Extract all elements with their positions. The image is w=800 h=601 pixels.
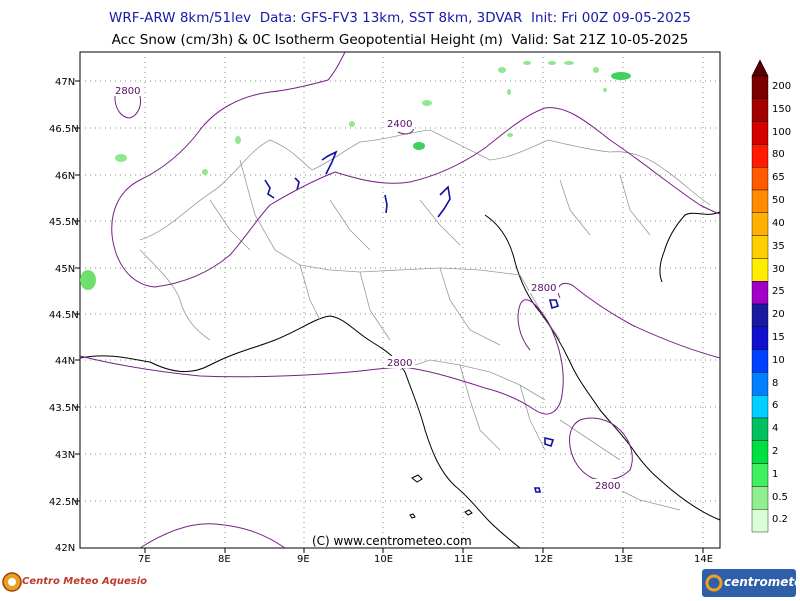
lon-label: 7E <box>138 554 151 565</box>
colorbar-box <box>751 258 769 282</box>
contour-label-2400: 2400 <box>387 119 412 130</box>
colorbar-box <box>751 326 769 350</box>
colorbar-box <box>751 189 769 213</box>
contour-labels: 2800 2400 2800 2800 2800 <box>113 84 623 492</box>
map-frame <box>79 51 721 549</box>
colorbar-box <box>751 121 769 145</box>
header-line-2: Acc Snow (cm/3h) & 0C Isotherm Geopotent… <box>111 32 689 48</box>
colorbar-label: 40 <box>772 218 785 229</box>
coastline <box>79 211 721 549</box>
colorbar-label: 80 <box>772 149 785 160</box>
longitude-labels: 7E 8E 9E 10E 11E 12E 13E 14E <box>138 554 713 565</box>
colorbar-box <box>751 166 769 191</box>
lat-label: 46.5N <box>49 124 79 135</box>
centrometeo-logo-mark <box>705 574 723 592</box>
colorbar-box <box>751 417 769 441</box>
admin-borders <box>139 129 711 511</box>
colorbar-box <box>751 75 769 99</box>
colorbar-label: 0.2 <box>772 514 788 525</box>
latitude-labels: 47N 46.5N 46N 45.5N 45N 44.5N 44N 43.5N … <box>49 77 79 554</box>
snow-patches <box>80 61 631 290</box>
colorbar-label: 15 <box>772 332 785 343</box>
centro-meteo-aquesio-logo <box>2 572 22 592</box>
lon-label: 9E <box>297 554 310 565</box>
colorbar-label: 4 <box>772 423 778 434</box>
logo-right-text: centrometeo <box>724 575 800 589</box>
colorbar-label: 50 <box>772 195 785 206</box>
colorbar-label: 8 <box>772 378 778 389</box>
colorbar-box <box>751 463 769 487</box>
colorbar-label: 25 <box>772 286 785 297</box>
colorbar-boxes <box>751 75 769 533</box>
colorbar-box <box>751 509 769 533</box>
colorbar-box <box>751 144 769 168</box>
colorbar-label: 1 <box>772 469 778 480</box>
colorbar-box <box>751 395 769 419</box>
colorbar-box <box>751 235 769 259</box>
colorbar-box <box>751 303 769 327</box>
colorbar-label: 2 <box>772 446 778 457</box>
contour-label-2800-nw: 2800 <box>115 86 140 97</box>
lat-label: 43.5N <box>49 403 79 414</box>
copyright-text: (C) www.centrometeo.com <box>312 534 472 548</box>
lon-label: 12E <box>534 554 553 565</box>
lat-label: 45N <box>55 264 75 275</box>
contour-label-2800-center: 2800 <box>387 358 412 369</box>
header-line-1: WRF-ARW 8km/51lev Data: GFS-FV3 13km, SS… <box>109 10 691 26</box>
colorbar: 200 150 100 80 65 50 40 35 30 25 20 15 1… <box>751 59 791 533</box>
colorbar-label: 20 <box>772 309 785 320</box>
lat-label: 44.5N <box>49 310 79 321</box>
colorbar-box <box>751 281 769 305</box>
lon-label: 11E <box>454 554 473 565</box>
colorbar-box <box>751 486 769 510</box>
lat-label: 42N <box>55 543 75 554</box>
colorbar-label: 65 <box>772 172 785 183</box>
colorbar-box <box>751 372 769 396</box>
colorbar-label: 35 <box>772 241 785 252</box>
colorbar-label: 100 <box>772 127 791 138</box>
lon-label: 13E <box>614 554 633 565</box>
lat-label: 43N <box>55 450 75 461</box>
centrometeo-logo <box>702 569 796 597</box>
colorbar-label: 30 <box>772 264 785 275</box>
colorbar-label: 6 <box>772 400 778 411</box>
lon-label: 8E <box>218 554 231 565</box>
lat-label: 44N <box>55 356 75 367</box>
colorbar-box <box>751 349 769 373</box>
colorbar-arrow <box>751 59 769 77</box>
lon-label: 14E <box>694 554 713 565</box>
colorbar-label: 150 <box>772 104 791 115</box>
colorbar-label: 10 <box>772 355 785 366</box>
colorbar-label: 200 <box>772 81 791 92</box>
contour-label-2800-south: 2800 <box>595 481 620 492</box>
lat-label: 42.5N <box>49 497 79 508</box>
contour-label-2800-east: 2800 <box>531 283 556 294</box>
lakes <box>264 150 560 493</box>
colorbar-box <box>751 98 769 122</box>
lat-label: 45.5N <box>49 217 79 228</box>
lat-label: 47N <box>55 77 75 88</box>
colorbar-label: 0.5 <box>772 492 788 503</box>
logo-left-text: Centro Meteo Aquesio <box>22 576 147 587</box>
colorbar-box <box>751 212 769 236</box>
lat-label: 46N <box>55 171 75 182</box>
lon-label: 10E <box>374 554 393 565</box>
colorbar-box <box>751 440 769 464</box>
colorbar-labels: 200 150 100 80 65 50 40 35 30 25 20 15 1… <box>772 81 791 525</box>
